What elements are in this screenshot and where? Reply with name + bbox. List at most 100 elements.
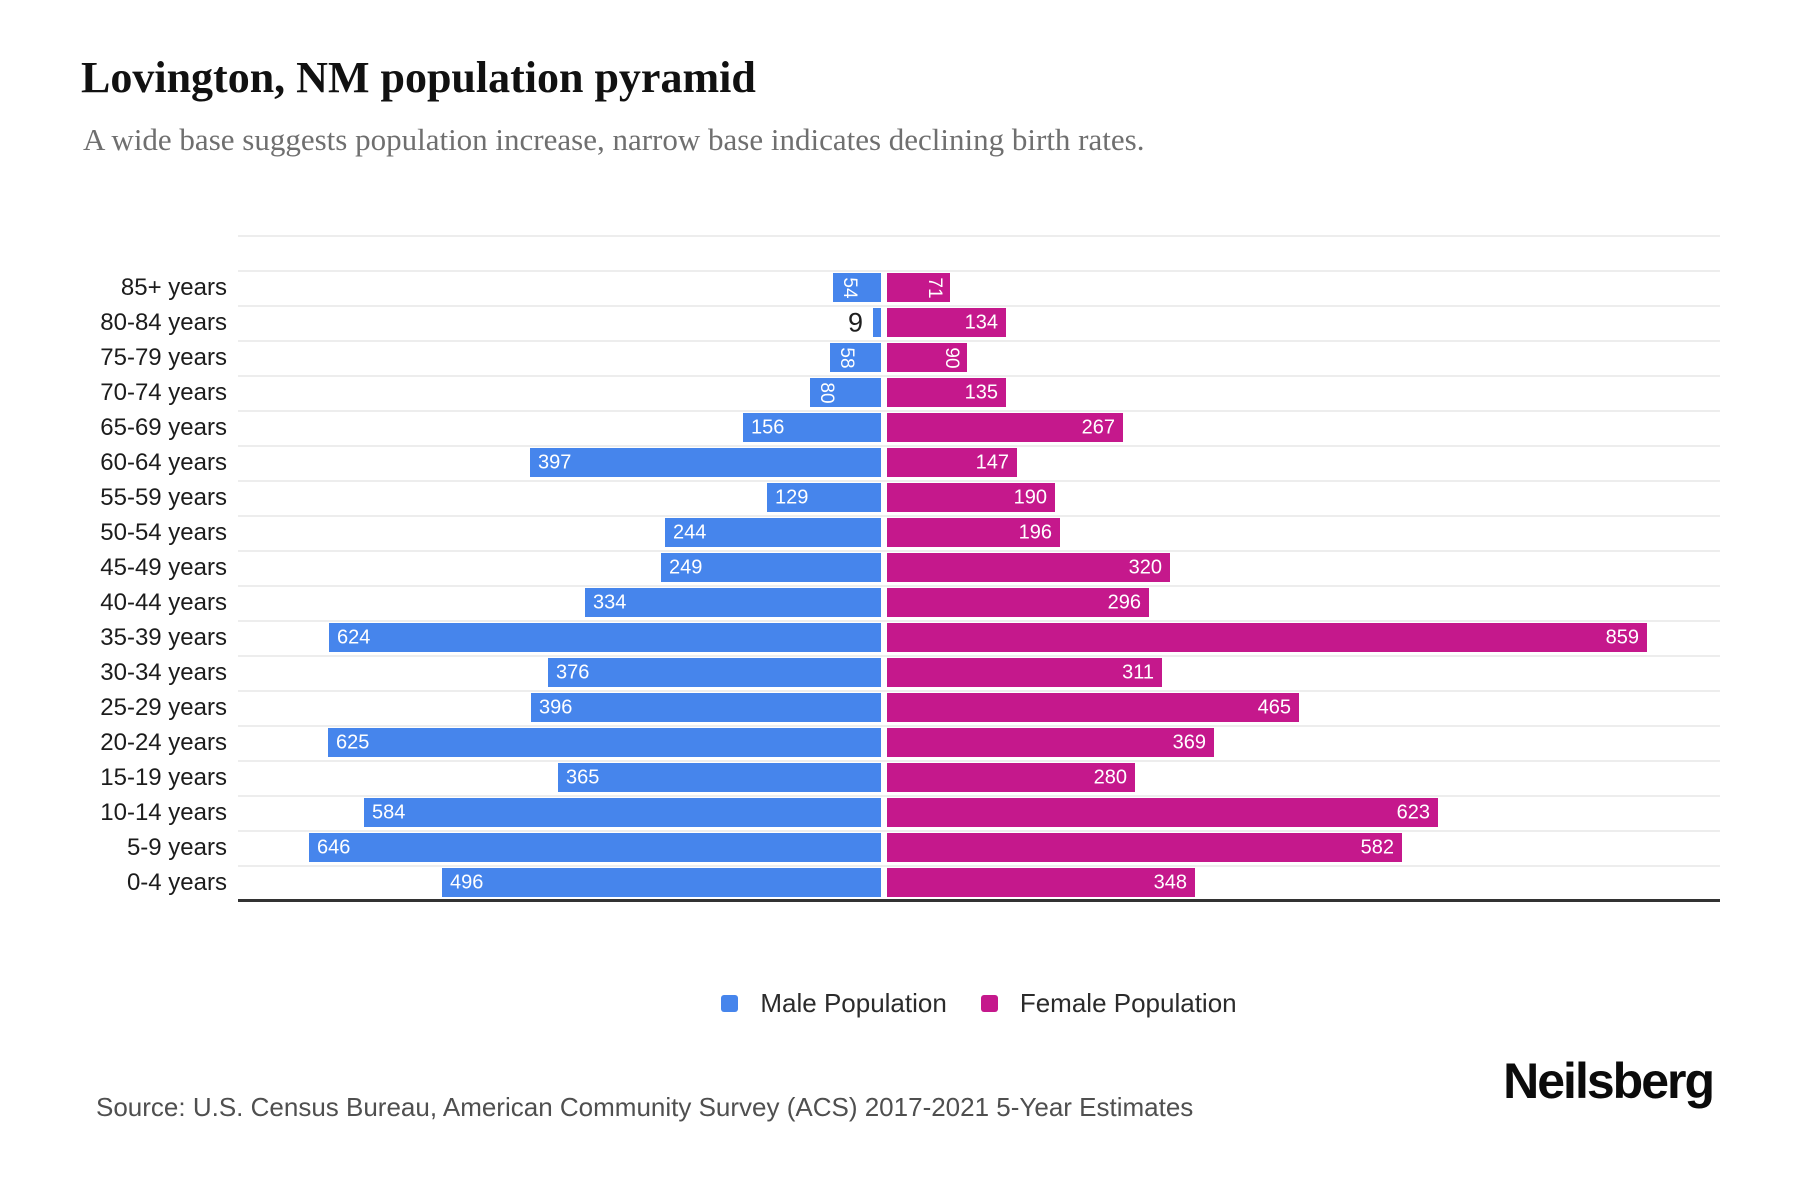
male-value-label: 9 bbox=[847, 307, 863, 337]
male-value-label: 80 bbox=[816, 381, 837, 404]
male-bar: 80 bbox=[810, 378, 881, 407]
female-value-label: 320 bbox=[1128, 556, 1162, 578]
female-bar: 859 bbox=[887, 623, 1647, 652]
male-value-label: 624 bbox=[337, 626, 371, 648]
age-group-label: 75-79 years bbox=[100, 344, 227, 371]
pyramid-row: 15-19 years 365 280 bbox=[0, 763, 1800, 792]
gridline bbox=[238, 690, 1720, 692]
age-group-label: 25-29 years bbox=[100, 694, 227, 721]
male-bar: 396 bbox=[531, 693, 881, 722]
female-value-label: 311 bbox=[1122, 661, 1154, 683]
pyramid-row: 30-34 years 376 311 bbox=[0, 658, 1800, 687]
legend-label: Male Population bbox=[760, 988, 947, 1018]
female-value-label: 71 bbox=[924, 276, 945, 299]
pyramid-row: 40-44 years 334 296 bbox=[0, 588, 1800, 617]
male-bar: 376 bbox=[548, 658, 881, 687]
age-group-label: 70-74 years bbox=[100, 379, 227, 406]
pyramid-row: 50-54 years 244 196 bbox=[0, 518, 1800, 547]
female-value-label: 623 bbox=[1396, 801, 1430, 823]
age-group-label: 40-44 years bbox=[100, 589, 227, 616]
female-bar: 190 bbox=[887, 483, 1055, 512]
female-bar: 267 bbox=[887, 413, 1123, 442]
female-bar: 348 bbox=[887, 868, 1195, 897]
pyramid-row: 80-84 years 9 134 bbox=[0, 307, 1800, 337]
male-bar: 156 bbox=[743, 413, 881, 442]
gridline bbox=[238, 340, 1720, 342]
male-bar: 365 bbox=[558, 763, 881, 792]
female-bar: 582 bbox=[887, 833, 1402, 862]
female-bar: 623 bbox=[887, 798, 1438, 827]
female-bar: 369 bbox=[887, 728, 1214, 757]
female-value-label: 134 bbox=[964, 311, 998, 333]
male-value-label: 646 bbox=[317, 836, 351, 858]
gridline bbox=[238, 270, 1720, 272]
age-group-label: 60-64 years bbox=[100, 449, 227, 476]
male-bar: 624 bbox=[329, 623, 881, 652]
female-bar: 71 bbox=[887, 273, 950, 302]
pyramid-row: 10-14 years 584 623 bbox=[0, 798, 1800, 827]
gridline bbox=[238, 830, 1720, 832]
pyramid-row: 0-4 years 496 348 bbox=[0, 868, 1800, 897]
source-text: Source: U.S. Census Bureau, American Com… bbox=[96, 1092, 1194, 1122]
age-group-label: 50-54 years bbox=[100, 519, 227, 546]
male-value-label: 584 bbox=[372, 801, 406, 823]
gridline bbox=[238, 760, 1720, 762]
female-bar: 90 bbox=[887, 343, 967, 372]
gridline bbox=[238, 375, 1720, 377]
male-value-label: 334 bbox=[593, 591, 627, 613]
male-bar: 58 bbox=[830, 343, 881, 372]
female-value-label: 267 bbox=[1081, 416, 1115, 438]
legend-item-female[interactable]: Female Population bbox=[980, 988, 1237, 1019]
age-group-label: 15-19 years bbox=[100, 764, 227, 791]
female-bar: 280 bbox=[887, 763, 1135, 792]
pyramid-row: 75-79 years 58 90 bbox=[0, 343, 1800, 372]
gridline bbox=[238, 410, 1720, 412]
male-value-label: 397 bbox=[538, 451, 572, 473]
gridline bbox=[238, 235, 1720, 237]
chart-subtitle: A wide base suggests population increase… bbox=[83, 122, 1145, 157]
male-value-label: 365 bbox=[566, 766, 600, 788]
female-bar: 135 bbox=[887, 378, 1006, 407]
male-bar: 54 bbox=[833, 273, 881, 302]
male-value-label: 496 bbox=[450, 871, 484, 893]
x-axis-line bbox=[238, 899, 1720, 902]
female-bar: 320 bbox=[887, 553, 1170, 582]
female-value-label: 190 bbox=[1013, 486, 1047, 508]
chart-legend: Male Population Female Population bbox=[238, 988, 1720, 1019]
age-group-label: 85+ years bbox=[120, 274, 227, 301]
gridline bbox=[238, 515, 1720, 517]
pyramid-row: 85+ years 54 71 bbox=[0, 273, 1800, 302]
pyramid-row: 35-39 years 624 859 bbox=[0, 623, 1800, 652]
age-group-label: 55-59 years bbox=[100, 484, 227, 511]
female-value-label: 348 bbox=[1153, 871, 1187, 893]
female-value-label: 90 bbox=[941, 346, 962, 369]
female-value-label: 296 bbox=[1107, 591, 1141, 613]
male-value-label: 376 bbox=[556, 661, 590, 683]
male-value-label: 244 bbox=[673, 521, 707, 543]
legend-swatch bbox=[980, 995, 998, 1012]
female-bar: 465 bbox=[887, 693, 1299, 722]
legend-item-male[interactable]: Male Population bbox=[721, 988, 947, 1019]
male-bar: 397 bbox=[530, 448, 881, 477]
female-value-label: 582 bbox=[1360, 836, 1394, 858]
female-bar: 147 bbox=[887, 448, 1017, 477]
male-bar: 625 bbox=[328, 728, 881, 757]
gridline bbox=[238, 725, 1720, 727]
male-value-label: 249 bbox=[669, 556, 703, 578]
female-bar: 311 bbox=[887, 658, 1162, 687]
male-bar: 249 bbox=[661, 553, 881, 582]
age-group-label: 35-39 years bbox=[100, 624, 227, 651]
male-bar bbox=[873, 308, 881, 337]
female-value-label: 280 bbox=[1093, 766, 1127, 788]
female-value-label: 135 bbox=[964, 381, 998, 403]
legend-swatch bbox=[721, 995, 739, 1012]
age-group-label: 0-4 years bbox=[126, 869, 227, 896]
female-value-label: 465 bbox=[1257, 696, 1291, 718]
male-bar: 496 bbox=[442, 868, 881, 897]
gridline bbox=[238, 305, 1720, 307]
pyramid-row: 60-64 years 397 147 bbox=[0, 448, 1800, 477]
male-value-label: 54 bbox=[839, 276, 860, 299]
pyramid-row: 20-24 years 625 369 bbox=[0, 728, 1800, 757]
